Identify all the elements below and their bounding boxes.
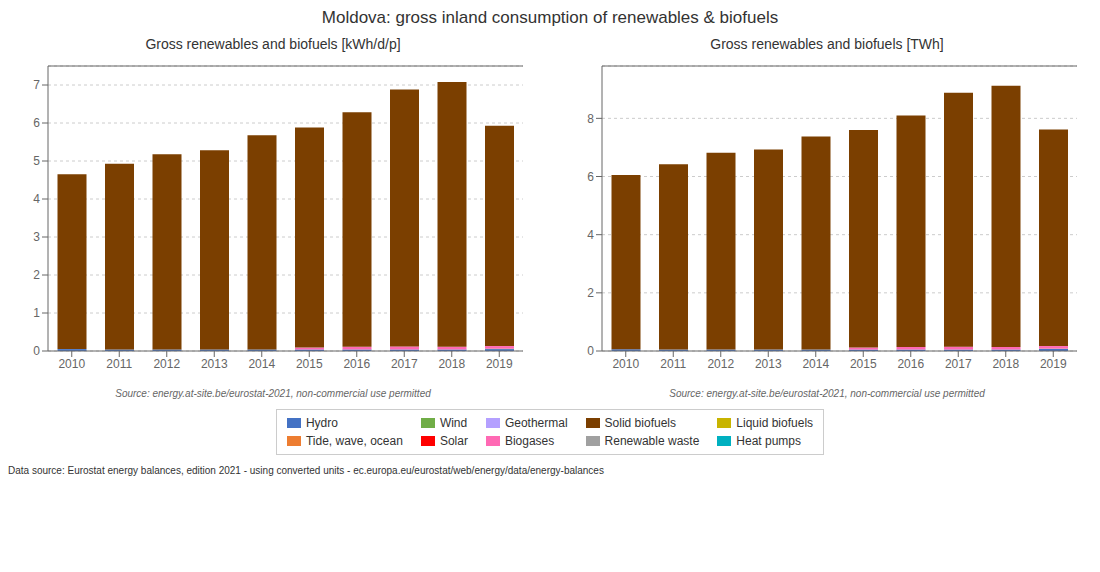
html-text:Data source: Eurostat energy b: Data source: Eurostat energy balances, e… <box>8 465 604 476</box>
svg-text:0: 0 <box>33 344 40 358</box>
html-text:Wind: Wind <box>439 416 468 430</box>
svg-text:2016: 2016 <box>897 357 924 371</box>
html-text:Biogases: Biogases <box>504 434 555 448</box>
svg-text:2011: 2011 <box>660 357 686 371</box>
svg-text:1: 1 <box>33 306 40 320</box>
svg-text:2012: 2012 <box>707 357 734 371</box>
html-text:Heat pumps: Heat pumps <box>736 434 801 448</box>
svg-text:2011: 2011 <box>106 357 132 371</box>
svg-text:2: 2 <box>33 268 40 282</box>
svg-text:2015: 2015 <box>850 357 877 371</box>
svg-text:2012: 2012 <box>153 357 180 371</box>
svg-text:4: 4 <box>587 228 594 242</box>
svg-text:2016: 2016 <box>343 357 370 371</box>
svg-text:3: 3 <box>33 230 40 244</box>
svg-text:6: 6 <box>587 170 594 184</box>
html-text:Source: energy.at-site.be/euro: Source: energy.at-site.be/eurostat-2021,… <box>669 388 985 399</box>
svg-text:2019: 2019 <box>1040 357 1067 371</box>
html-text:Hydro: Hydro <box>305 416 338 430</box>
html-text:Solar: Solar <box>439 434 468 448</box>
html-text:Liquid biofuels: Liquid biofuels <box>736 416 814 430</box>
svg-text:7: 7 <box>33 78 40 92</box>
html-text:Source: energy.at-site.be/euro: Source: energy.at-site.be/eurostat-2021,… <box>115 388 431 399</box>
html-text:Renewable waste: Renewable waste <box>604 434 700 448</box>
svg-text:2014: 2014 <box>802 357 829 371</box>
svg-text:2: 2 <box>587 286 594 300</box>
svg-text:4: 4 <box>33 192 40 206</box>
svg-text:2015: 2015 <box>296 357 323 371</box>
svg-text:2010: 2010 <box>612 357 639 371</box>
svg-text:6: 6 <box>33 116 40 130</box>
svg-text:2019: 2019 <box>486 357 513 371</box>
html-text:Geothermal: Geothermal <box>504 416 568 430</box>
html-text:Tide, wave, ocean: Tide, wave, ocean <box>305 434 403 448</box>
html-text:Gross renewables and biofuels: Gross renewables and biofuels [TWh] <box>710 36 944 52</box>
svg-text:8: 8 <box>587 112 594 126</box>
svg-text:2018: 2018 <box>992 357 1019 371</box>
html-text:Solid biofuels: Solid biofuels <box>604 416 676 430</box>
svg-text:2017: 2017 <box>945 357 972 371</box>
svg-text:2013: 2013 <box>201 357 228 371</box>
svg-text:2013: 2013 <box>755 357 782 371</box>
svg-text:2014: 2014 <box>248 357 275 371</box>
svg-text:2017: 2017 <box>391 357 418 371</box>
svg-text:2018: 2018 <box>438 357 465 371</box>
svg-text:2010: 2010 <box>58 357 85 371</box>
svg-text:0: 0 <box>587 344 594 358</box>
html-text:Moldova: gross inland consumpt: Moldova: gross inland consumption of ren… <box>321 8 779 27</box>
svg-text:5: 5 <box>33 154 40 168</box>
html-text:Gross renewables and biofuels: Gross renewables and biofuels [kWh/d/p] <box>145 36 401 52</box>
